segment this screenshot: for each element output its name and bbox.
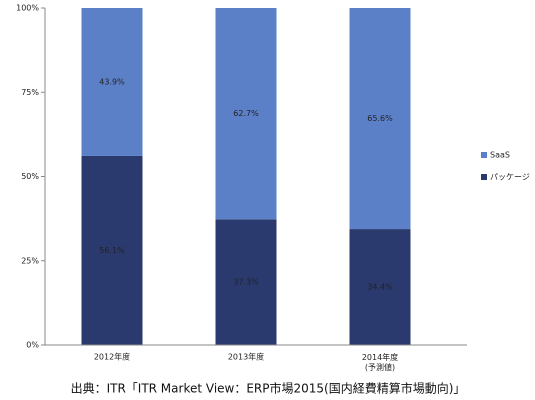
value-label: 65.6% — [367, 114, 393, 123]
legend-swatch — [481, 152, 487, 158]
value-label: 62.7% — [233, 109, 259, 118]
bar-segment — [349, 8, 411, 230]
bar-segment — [81, 155, 143, 345]
y-tick-label: 0% — [26, 341, 39, 350]
x-tick-label: 2012年度 — [94, 352, 130, 362]
value-label: 56.1% — [99, 246, 125, 255]
y-tick-label: 75% — [21, 88, 39, 97]
legend-swatch — [481, 174, 487, 180]
source-note: 出典：ITR「ITR Market View：ERP市場2015(国内経費精算市… — [71, 381, 466, 396]
legend-label: SaaS — [490, 151, 510, 160]
bar-segment — [349, 229, 411, 345]
y-tick-label: 50% — [21, 172, 39, 181]
value-label: 43.9% — [99, 77, 125, 86]
bar-segment — [81, 8, 143, 156]
y-tick-label: 25% — [21, 256, 39, 265]
value-label: 37.3% — [233, 278, 259, 287]
x-tick-label: 2014年度(予測値) — [362, 352, 398, 372]
value-label: 34.4% — [367, 283, 393, 292]
y-tick-label: 100% — [16, 4, 39, 13]
legend-label: パッケージ — [490, 173, 530, 182]
bar-segment — [215, 8, 277, 220]
x-tick-label: 2013年度 — [228, 352, 264, 362]
bar-segment — [215, 219, 277, 345]
